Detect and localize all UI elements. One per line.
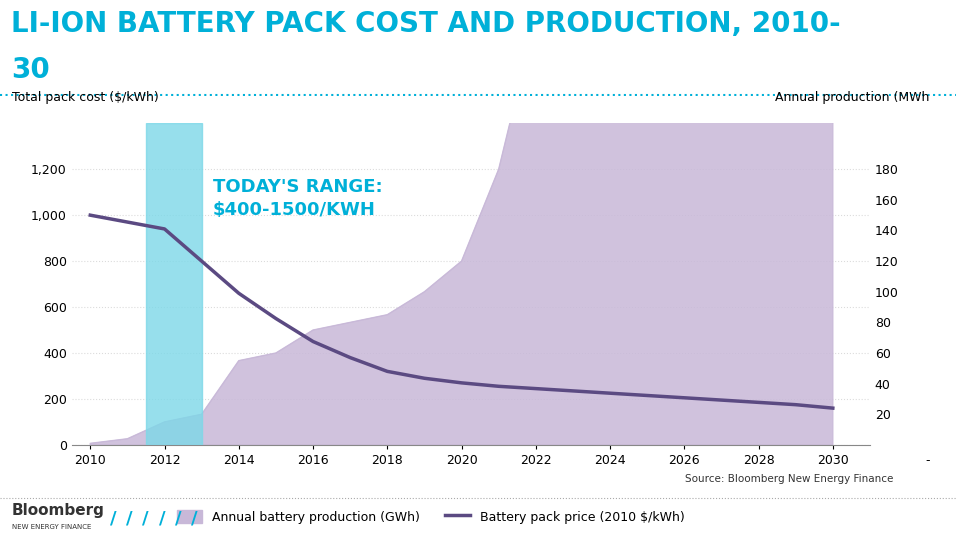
Text: NEW ENERGY FINANCE: NEW ENERGY FINANCE [12,524,92,530]
Text: /: / [126,510,133,527]
Text: /: / [110,510,117,527]
Text: /: / [191,510,198,527]
Text: /: / [142,510,149,527]
Text: /: / [159,510,165,527]
Text: /: / [175,510,182,527]
Text: Bloomberg: Bloomberg [11,503,104,518]
Text: Source: Bloomberg New Energy Finance: Source: Bloomberg New Energy Finance [685,474,894,485]
Text: 30: 30 [11,56,51,84]
Text: Annual production (MWh: Annual production (MWh [775,91,930,104]
Text: LI-ION BATTERY PACK COST AND PRODUCTION, 2010-: LI-ION BATTERY PACK COST AND PRODUCTION,… [11,10,841,38]
Text: Total pack cost ($/kWh): Total pack cost ($/kWh) [11,91,159,104]
Text: $400-1500/KWH: $400-1500/KWH [213,202,376,219]
Text: TODAY'S RANGE:: TODAY'S RANGE: [213,178,382,196]
Text: -: - [925,455,930,467]
Legend: Annual battery production (GWh), Battery pack price (2010 $/kWh): Annual battery production (GWh), Battery… [172,505,689,528]
Bar [146,123,202,445]
